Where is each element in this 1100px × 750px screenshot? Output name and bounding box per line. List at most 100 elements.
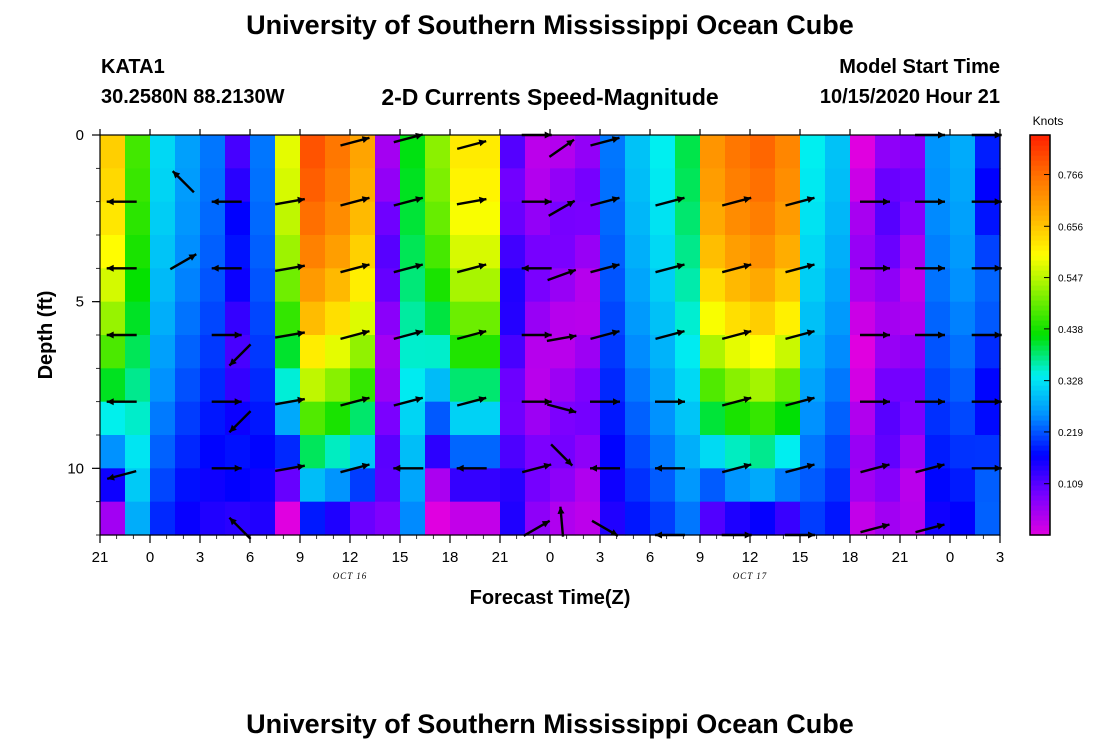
heatmap-cell	[450, 368, 476, 403]
heatmap-cell	[150, 268, 176, 303]
heatmap-cell	[400, 468, 426, 503]
heatmap-cell	[800, 135, 826, 169]
current-vector	[915, 331, 945, 339]
colorbar-segment	[1030, 380, 1050, 386]
colorbar-segment	[1030, 345, 1050, 351]
heatmap-cell	[775, 435, 801, 469]
heatmap-cell	[800, 301, 826, 336]
heatmap-cell	[700, 501, 726, 536]
heatmap-cell	[100, 201, 126, 236]
heatmap-cell	[400, 368, 426, 403]
heatmap-cell	[825, 201, 851, 236]
heatmap-cell	[400, 501, 426, 536]
heatmap-cell	[425, 501, 451, 536]
heatmap-cell	[800, 268, 826, 303]
current-vector	[721, 396, 752, 407]
heatmap-cell	[400, 268, 426, 303]
current-vector	[590, 329, 620, 341]
heatmap-cell	[675, 435, 701, 469]
heatmap-cell	[325, 135, 351, 169]
heatmap-cell	[300, 268, 326, 303]
colorbar-segment	[1030, 220, 1050, 226]
heatmap-cell	[450, 501, 476, 536]
heatmap-cell	[975, 268, 1001, 303]
colorbar-label: Knots	[1033, 114, 1064, 128]
heatmap-cell	[925, 468, 951, 503]
heatmap-cell	[425, 368, 451, 403]
x-tick-label: 21	[492, 549, 509, 566]
heatmap-cell	[925, 201, 951, 236]
current-vector	[169, 253, 197, 271]
current-vector	[523, 519, 551, 537]
heatmap-cell	[325, 401, 351, 436]
current-vector	[860, 398, 890, 406]
heatmap-cell	[425, 301, 451, 336]
heatmap-cell	[475, 268, 501, 303]
colorbar-segment	[1030, 525, 1050, 531]
x-tick-label: 6	[246, 549, 254, 566]
station-coordinates: 30.2580N 88.2130W	[101, 86, 285, 108]
heatmap-cell	[875, 135, 901, 169]
heatmap-cell	[350, 268, 376, 303]
heatmap-cell	[600, 268, 626, 303]
heatmap-cell	[275, 435, 301, 469]
colorbar-segment	[1030, 405, 1050, 411]
heatmap-cell	[925, 335, 951, 369]
heatmap-cell	[850, 268, 876, 303]
colorbar-segment	[1030, 530, 1050, 536]
heatmap-cell	[825, 268, 851, 303]
heatmap-cell	[825, 168, 851, 203]
heatmap-cell	[625, 268, 651, 303]
current-vector	[393, 196, 424, 207]
current-vector	[721, 196, 752, 207]
colorbar-segment	[1030, 425, 1050, 431]
heatmap-cell	[225, 335, 251, 369]
heatmap-cell	[675, 468, 701, 503]
heatmap-cell	[700, 268, 726, 303]
date-label: OCT 16	[333, 571, 368, 581]
model-start-value: 10/15/2020 Hour 21	[819, 86, 1000, 108]
heatmap-cell	[850, 435, 876, 469]
heatmap-cell	[150, 201, 176, 236]
chart-subtitle: 2-D Currents Speed-Magnitude	[381, 84, 719, 110]
current-vector	[106, 398, 137, 406]
heatmap-cell	[800, 501, 826, 536]
heatmap-cell	[725, 301, 751, 336]
heatmap-cell	[825, 401, 851, 436]
heatmap-cell	[775, 235, 801, 269]
heatmap-cell	[800, 468, 826, 503]
heatmap-cell	[400, 435, 426, 469]
heatmap-cell	[275, 368, 301, 403]
current-vector	[548, 199, 576, 217]
colorbar-segment	[1030, 140, 1050, 146]
heatmap-cell	[900, 135, 926, 169]
heatmap-cell	[675, 268, 701, 303]
heatmap-cell	[775, 201, 801, 236]
heatmap-cell	[175, 268, 201, 303]
heatmap-cell	[450, 435, 476, 469]
heatmap-cell	[375, 268, 401, 303]
heatmap-cell	[525, 235, 551, 269]
heatmap-cell	[950, 501, 976, 536]
heatmap-cell	[925, 235, 951, 269]
current-vector	[340, 136, 370, 147]
heatmap-cell	[575, 468, 601, 503]
current-vector	[915, 398, 945, 406]
colorbar-segment	[1030, 485, 1050, 491]
current-vector	[340, 462, 370, 474]
heatmap-cell	[750, 468, 776, 503]
x-tick-label: 18	[842, 549, 859, 566]
colorbar-segment	[1030, 165, 1050, 171]
heatmap-cell	[775, 368, 801, 403]
heatmap-cell	[875, 335, 901, 369]
heatmap-cell	[575, 401, 601, 436]
y-tick-label: 5	[76, 294, 84, 311]
heatmap-cell	[650, 135, 676, 169]
heatmap-cell	[150, 235, 176, 269]
heatmap-cell	[950, 401, 976, 436]
colorbar-segment	[1030, 210, 1050, 216]
heatmap-cell	[500, 401, 526, 436]
heatmap-cell	[675, 168, 701, 203]
heatmap-cell	[725, 201, 751, 236]
heatmap-cell	[900, 368, 926, 403]
